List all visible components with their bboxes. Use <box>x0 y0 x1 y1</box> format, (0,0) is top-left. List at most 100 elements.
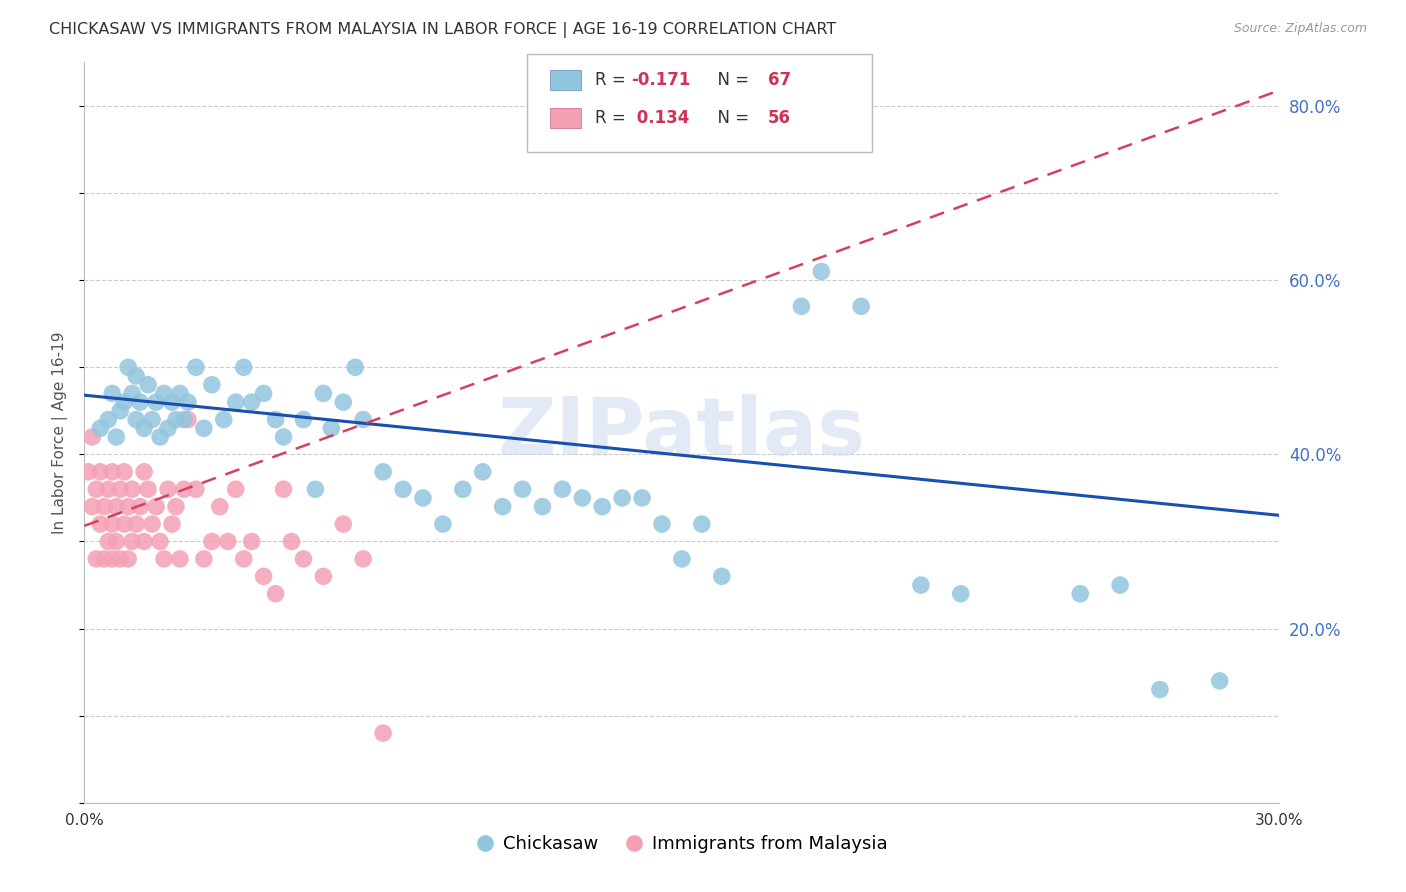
Point <box>110 404 132 418</box>
Point <box>93 500 115 514</box>
Text: ZIPatlas: ZIPatlas <box>498 393 866 472</box>
Point <box>141 412 163 426</box>
Point <box>1149 682 1171 697</box>
Point <box>451 482 474 496</box>
Point <box>149 430 172 444</box>
Point <box>1069 587 1091 601</box>
Point <box>240 534 263 549</box>
Point <box>101 465 124 479</box>
Point <box>165 500 187 514</box>
Point <box>201 534 224 549</box>
Point <box>253 386 276 401</box>
Text: R =: R = <box>595 71 631 89</box>
Point <box>412 491 434 505</box>
Point <box>117 500 139 514</box>
Legend: Chickasaw, Immigrants from Malaysia: Chickasaw, Immigrants from Malaysia <box>468 828 896 861</box>
Point <box>149 534 172 549</box>
Point <box>312 386 335 401</box>
Point <box>86 552 108 566</box>
Point <box>591 500 613 514</box>
Point <box>551 482 574 496</box>
Point <box>352 412 374 426</box>
Point <box>105 430 128 444</box>
Point <box>264 412 287 426</box>
Point <box>121 386 143 401</box>
Point <box>432 517 454 532</box>
Point <box>352 552 374 566</box>
Point <box>690 517 713 532</box>
Point <box>105 500 128 514</box>
Point <box>97 412 120 426</box>
Text: R =: R = <box>595 109 631 127</box>
Point <box>129 395 152 409</box>
Point <box>671 552 693 566</box>
Point <box>173 412 195 426</box>
Point <box>77 465 100 479</box>
Point <box>177 395 200 409</box>
Point <box>304 482 326 496</box>
Point <box>101 552 124 566</box>
Point <box>910 578 932 592</box>
Point <box>145 395 167 409</box>
Point <box>117 360 139 375</box>
Point <box>105 534 128 549</box>
Point <box>82 430 104 444</box>
Point <box>157 482 180 496</box>
Point <box>232 360 254 375</box>
Point <box>373 726 395 740</box>
Point <box>851 299 873 313</box>
Point <box>531 500 554 514</box>
Point <box>89 421 111 435</box>
Point <box>177 412 200 426</box>
Text: -0.171: -0.171 <box>631 71 690 89</box>
Point <box>169 552 191 566</box>
Point <box>332 517 354 532</box>
Point <box>173 482 195 496</box>
Point <box>651 517 673 532</box>
Point <box>112 395 135 409</box>
Point <box>201 377 224 392</box>
Point <box>93 552 115 566</box>
Point <box>132 534 156 549</box>
Point <box>492 500 515 514</box>
Point <box>273 482 295 496</box>
Text: CHICKASAW VS IMMIGRANTS FROM MALAYSIA IN LABOR FORCE | AGE 16-19 CORRELATION CHA: CHICKASAW VS IMMIGRANTS FROM MALAYSIA IN… <box>49 22 837 38</box>
Point <box>136 482 159 496</box>
Point <box>125 517 148 532</box>
Text: N =: N = <box>707 71 755 89</box>
Point <box>89 517 111 532</box>
Point <box>571 491 593 505</box>
Point <box>471 465 494 479</box>
Point <box>184 360 207 375</box>
Text: 67: 67 <box>768 71 790 89</box>
Point <box>97 482 120 496</box>
Point <box>217 534 239 549</box>
Point <box>157 421 180 435</box>
Point <box>82 500 104 514</box>
Text: 56: 56 <box>768 109 790 127</box>
Point <box>132 421 156 435</box>
Point <box>97 534 120 549</box>
Point <box>225 482 247 496</box>
Point <box>132 465 156 479</box>
Point <box>292 412 315 426</box>
Point <box>129 500 152 514</box>
Point <box>145 500 167 514</box>
Point <box>332 395 354 409</box>
Point <box>631 491 654 505</box>
Point <box>280 534 302 549</box>
Y-axis label: In Labor Force | Age 16-19: In Labor Force | Age 16-19 <box>52 331 69 534</box>
Point <box>193 421 215 435</box>
Point <box>212 412 235 426</box>
Point <box>121 534 143 549</box>
Point <box>512 482 534 496</box>
Point <box>373 465 395 479</box>
Point <box>790 299 813 313</box>
Point <box>160 517 183 532</box>
Point <box>264 587 287 601</box>
Point <box>153 552 176 566</box>
Point <box>225 395 247 409</box>
Point <box>193 552 215 566</box>
Point <box>710 569 733 583</box>
Point <box>121 482 143 496</box>
